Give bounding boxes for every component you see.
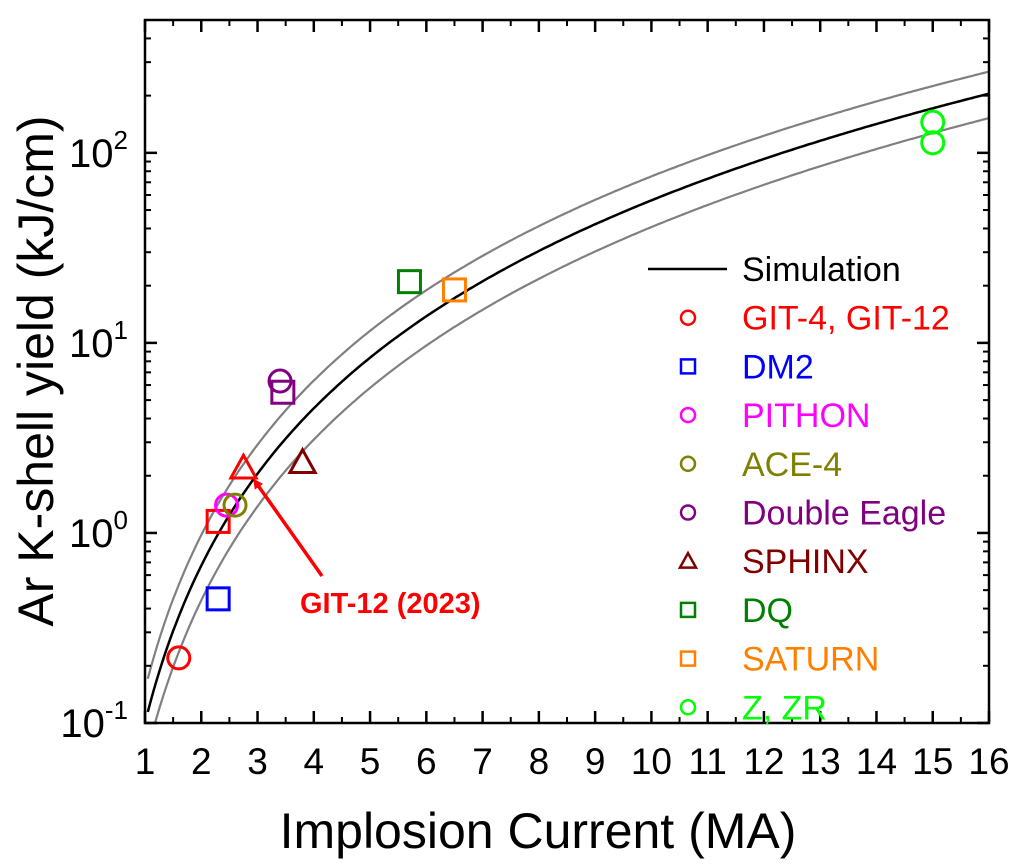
- legend-label-dm2: DM2: [742, 348, 814, 386]
- data-point-git-4-git-12: [166, 645, 192, 671]
- data-point-ace-4: [222, 492, 248, 518]
- x-axis-label: Implosion Current (MA): [280, 803, 797, 859]
- y-tick-label: 10-1: [60, 695, 128, 746]
- x-tick-label: 9: [585, 741, 606, 782]
- data-point-dm2: [205, 586, 231, 612]
- x-tick-label: 12: [743, 741, 784, 782]
- x-tick-label: 16: [968, 741, 1009, 782]
- data-point-double-eagle: [270, 379, 296, 405]
- y-axis-label: Ar K-shell yield (kJ/cm): [8, 115, 64, 626]
- x-tick-label: 6: [416, 741, 437, 782]
- legend-label-pithon: PITHON: [742, 397, 870, 435]
- simulation-curve: [146, 92, 989, 713]
- data-point-z-zr: [920, 130, 946, 156]
- legend-marker-saturn: [679, 650, 697, 667]
- y-tick-label: 100: [69, 505, 128, 556]
- legend-label-simulation: Simulation: [742, 251, 901, 289]
- legend-label-ace-4: ACE-4: [742, 446, 842, 484]
- legend-marker-double-eagle: [679, 504, 697, 521]
- plot-frame: [143, 18, 991, 725]
- annotation: GIT-12 (2023): [253, 478, 481, 620]
- x-tick-label: 4: [304, 741, 325, 782]
- x-tick-label: 10: [631, 741, 672, 782]
- legend-label-dq: DQ: [742, 592, 793, 630]
- legend: Simulation GIT-4, GIT-12 DM2 PITHON ACE-4 Dou…: [648, 251, 950, 727]
- x-tick-label: 1: [135, 741, 156, 782]
- x-tick-label: 15: [912, 741, 953, 782]
- data-point-git-4-git-12: [228, 452, 259, 480]
- legend-label-git-4-git-12: GIT-4, GIT-12: [742, 300, 950, 338]
- x-tick-label: 2: [191, 741, 212, 782]
- legend-marker-z-zr: [679, 699, 697, 716]
- y-tick-label: 102: [69, 125, 128, 176]
- data-point-z-zr: [920, 109, 946, 135]
- data-points: [166, 109, 946, 671]
- x-tick-label: 7: [472, 741, 493, 782]
- legend-label-z-zr: Z, ZR: [742, 689, 827, 727]
- legend-marker-ace-4: [679, 455, 697, 473]
- legend-label-saturn: SATURN: [742, 641, 879, 679]
- legend-marker-git-4-git-12: [679, 309, 697, 326]
- annotation-arrow: [253, 478, 324, 578]
- legend-marker-dq: [679, 601, 697, 619]
- x-tick-label: 5: [360, 741, 381, 782]
- bound-curve-2: [153, 117, 989, 723]
- legend-marker-pithon: [679, 406, 697, 424]
- data-point-saturn: [441, 277, 467, 303]
- annotation-label: GIT-12 (2023): [300, 588, 481, 620]
- legend-marker-dm2: [679, 358, 697, 375]
- data-point-dq: [396, 269, 422, 295]
- data-point-sphinx: [287, 446, 318, 475]
- curves: [146, 70, 989, 723]
- legend-marker-sphinx: [677, 550, 699, 569]
- bound-curve-1: [146, 70, 989, 679]
- x-tick-label: 11: [688, 741, 726, 782]
- y-tick-label: 101: [69, 315, 128, 366]
- x-tick-label: 14: [856, 741, 897, 782]
- data-point-pithon: [214, 492, 240, 518]
- x-tick-label: 13: [800, 741, 841, 782]
- legend-label-double-eagle: Double Eagle: [742, 495, 946, 533]
- x-tick-label: 8: [529, 741, 550, 782]
- x-tick-label: 3: [247, 741, 268, 782]
- legend-label-sphinx: SPHINX: [742, 543, 869, 581]
